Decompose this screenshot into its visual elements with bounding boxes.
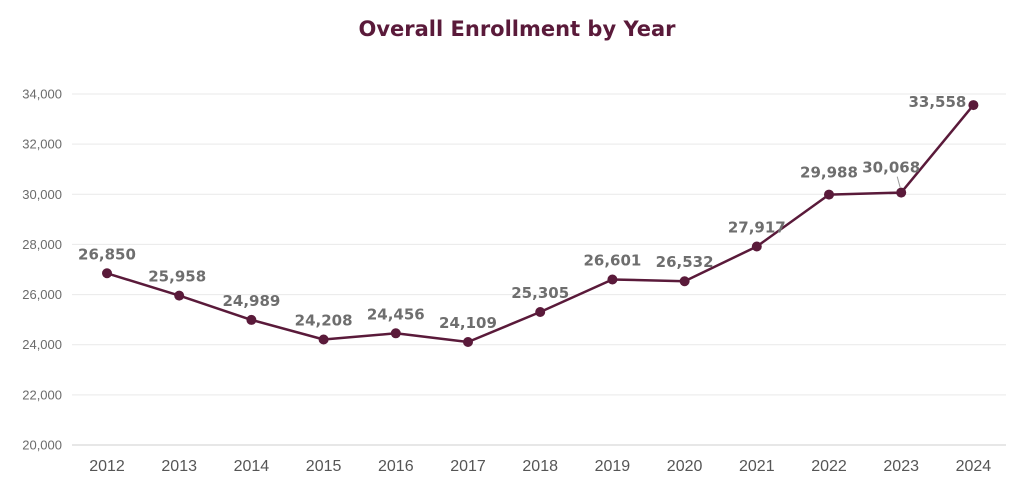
data-label: 33,558 [908,93,966,111]
data-point [102,268,112,279]
x-tick-label: 2015 [306,458,342,475]
gridlines [72,93,1006,446]
x-tick-label: 2021 [739,458,775,475]
data-point [607,274,618,285]
x-axis-tick-labels: 2012 2013 2014 2015 2016 2017 2018 2019 2020 2021… [89,458,991,475]
data-label: 26,850 [78,245,136,263]
data-label: 24,208 [295,311,353,329]
data-label: 24,109 [439,314,497,332]
y-tick-label: 28,000 [22,237,62,252]
data-point [390,328,401,339]
data-labels: 26,850 25,958 24,989 24,208 24,456 24,109 25,3… [78,93,966,332]
y-tick-label: 22,000 [22,387,62,402]
y-tick-label: 32,000 [22,137,62,152]
y-tick-label: 24,000 [22,337,62,352]
x-tick-label: 2012 [89,458,125,475]
chart-title: Overall Enrollment by Year [359,17,677,41]
x-tick-label: 2023 [883,458,919,475]
y-tick-label: 30,000 [22,187,62,202]
data-label-leader [896,176,901,188]
data-point [751,241,762,252]
y-tick-label: 20,000 [22,438,62,453]
data-label: 26,601 [583,252,641,270]
data-label: 25,305 [511,284,569,302]
data-points [102,100,979,347]
y-axis-tick-labels: 20,000 22,000 24,000 26,000 28,000 30,000 32,0… [22,87,62,453]
data-label: 24,456 [367,305,425,323]
data-point [318,334,329,345]
x-tick-label: 2020 [667,458,703,475]
data-point [679,276,690,287]
data-label: 30,068 [862,159,920,177]
data-point [174,290,185,301]
x-tick-label: 2024 [956,458,992,475]
data-label: 29,988 [800,164,858,182]
x-tick-label: 2014 [234,458,270,475]
x-tick-label: 2018 [522,458,558,475]
x-tick-label: 2022 [811,458,847,475]
data-label: 24,989 [222,292,280,310]
data-point [535,306,546,317]
data-point [824,189,834,200]
x-tick-label: 2019 [595,458,631,475]
data-point [968,100,979,111]
x-tick-label: 2013 [161,458,197,475]
data-point [896,187,907,198]
x-tick-label: 2016 [378,458,414,475]
y-tick-label: 34,000 [22,87,62,102]
y-tick-label: 26,000 [22,287,62,302]
data-label: 26,532 [656,253,714,271]
data-point [246,314,257,325]
data-label: 25,958 [148,268,206,286]
x-tick-label: 2017 [450,458,486,475]
data-label: 27,917 [728,219,786,237]
data-point [463,336,473,347]
